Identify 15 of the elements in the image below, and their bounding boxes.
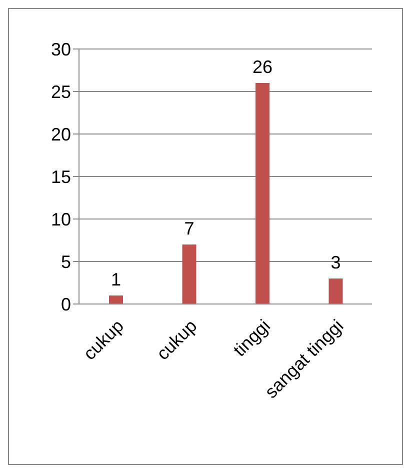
y-tick-label: 5 (60, 252, 71, 272)
y-tick-label: 20 (50, 124, 71, 144)
bar (182, 244, 196, 304)
bar (256, 83, 270, 304)
y-tick-label: 0 (60, 294, 71, 314)
y-tick-label: 30 (50, 39, 71, 60)
bar (109, 296, 123, 304)
y-tick-label: 15 (50, 166, 71, 187)
y-tick-label: 25 (50, 82, 71, 102)
data-label: 26 (252, 57, 273, 77)
data-label: 1 (110, 270, 122, 290)
data-label: 3 (330, 252, 341, 272)
y-tick-label: 10 (50, 209, 71, 230)
data-label: 7 (184, 218, 194, 238)
bar (328, 278, 343, 304)
